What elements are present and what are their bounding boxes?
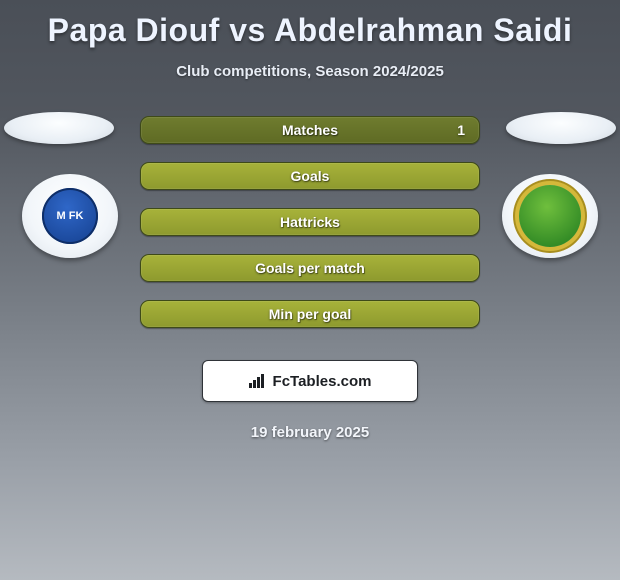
bar-min-per-goal: Min per goal — [140, 300, 480, 328]
bar-goals: Goals — [140, 162, 480, 190]
attribution-badge: FcTables.com — [202, 360, 418, 402]
bar-label: Hattricks — [280, 214, 340, 230]
club-left-badge-inner: M FK — [42, 188, 98, 244]
page-title: Papa Diouf vs Abdelrahman Saidi — [0, 0, 620, 49]
snapshot-date: 19 february 2025 — [0, 424, 620, 441]
bar-goals-per-match: Goals per match — [140, 254, 480, 282]
bar-hattricks: Hattricks — [140, 208, 480, 236]
bar-label: Matches — [282, 122, 338, 138]
player-left-avatar-placeholder — [4, 112, 114, 144]
chart-icon — [249, 374, 267, 388]
comparison-panel: M FK Matches 1 Goals Hattricks Goals per… — [0, 116, 620, 336]
attribution-text: FcTables.com — [273, 373, 372, 390]
player-right-avatar-placeholder — [506, 112, 616, 144]
page-subtitle: Club competitions, Season 2024/2025 — [0, 63, 620, 80]
club-right-badge — [502, 174, 598, 258]
bar-matches: Matches 1 — [140, 116, 480, 144]
bar-label: Min per goal — [269, 306, 351, 322]
bar-label: Goals — [291, 168, 330, 184]
bar-value-right: 1 — [457, 122, 465, 138]
stat-bars: Matches 1 Goals Hattricks Goals per matc… — [140, 116, 480, 328]
bar-label: Goals per match — [255, 260, 365, 276]
club-right-badge-inner — [519, 185, 581, 247]
club-left-badge: M FK — [22, 174, 118, 258]
